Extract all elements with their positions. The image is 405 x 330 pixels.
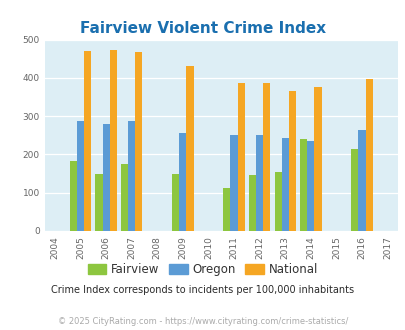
Bar [248, 176, 256, 231]
Bar [358, 130, 365, 231]
Text: © 2025 CityRating.com - https://www.cityrating.com/crime-statistics/: © 2025 CityRating.com - https://www.city… [58, 317, 347, 326]
Bar [186, 66, 193, 231]
Bar [70, 161, 77, 231]
Bar [77, 121, 84, 231]
Bar [288, 90, 295, 231]
Bar [350, 149, 358, 231]
Bar [172, 174, 179, 231]
Bar [95, 174, 102, 231]
Bar [128, 121, 135, 231]
Bar [313, 87, 321, 231]
Bar [223, 188, 230, 231]
Legend: Fairview, Oregon, National: Fairview, Oregon, National [83, 258, 322, 281]
Bar [230, 135, 237, 231]
Bar [281, 138, 288, 231]
Bar [365, 79, 372, 231]
Bar [121, 164, 128, 231]
Text: Crime Index corresponds to incidents per 100,000 inhabitants: Crime Index corresponds to incidents per… [51, 285, 354, 295]
Bar [135, 52, 142, 231]
Text: Fairview Violent Crime Index: Fairview Violent Crime Index [80, 21, 325, 36]
Bar [274, 173, 281, 231]
Bar [102, 124, 109, 231]
Bar [299, 139, 307, 231]
Bar [307, 142, 313, 231]
Bar [179, 133, 186, 231]
Bar [237, 83, 244, 231]
Bar [109, 50, 117, 231]
Bar [256, 135, 262, 231]
Bar [262, 83, 270, 231]
Bar [84, 51, 91, 231]
